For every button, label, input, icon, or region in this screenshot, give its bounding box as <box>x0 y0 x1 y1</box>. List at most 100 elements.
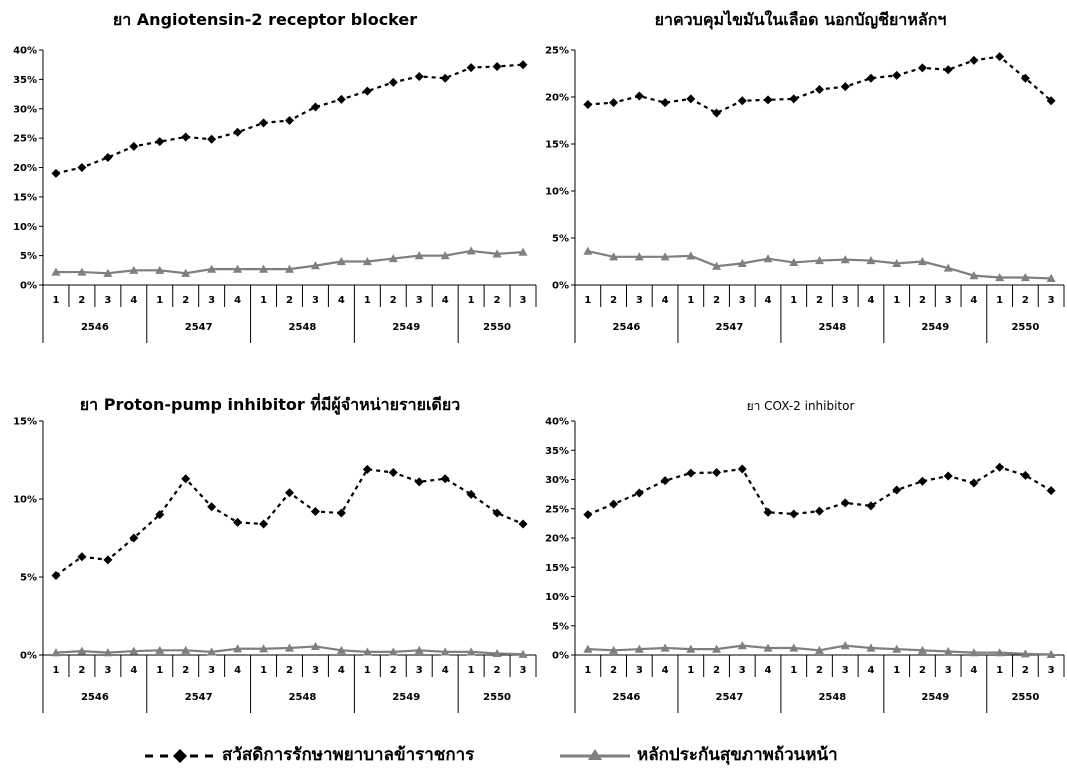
data-point-uc <box>155 265 165 274</box>
data-point-csmbs <box>285 116 294 125</box>
y-tick-label: 5% <box>20 573 37 584</box>
data-point-csmbs <box>440 474 450 484</box>
data-point-uc <box>995 648 1005 657</box>
x-tick-label: 2 <box>390 665 397 676</box>
data-point-uc <box>686 644 696 653</box>
x-tick-label: 2 <box>816 665 823 676</box>
data-point-uc <box>1046 649 1056 659</box>
chart-title-cox2: ยา COX-2 inhibitor <box>746 399 855 413</box>
data-point-uc <box>129 646 139 655</box>
x-tick-label: 4 <box>338 295 345 306</box>
data-point-uc <box>892 258 902 267</box>
data-point-uc <box>362 257 372 266</box>
legend-label-csmbs: สวัสดิการรักษาพยาบาลข้าราชการ <box>222 745 475 765</box>
data-point-uc <box>917 645 927 654</box>
data-point-csmbs <box>129 141 139 151</box>
data-point-csmbs <box>518 60 528 70</box>
data-point-uc <box>207 647 217 656</box>
data-point-uc <box>1020 272 1030 282</box>
data-point-uc <box>103 268 113 277</box>
data-point-uc <box>995 272 1005 282</box>
data-point-uc <box>712 644 722 653</box>
x-tick-label: 1 <box>260 665 267 676</box>
data-point-uc <box>77 646 87 655</box>
x-tick-label: 3 <box>520 295 527 306</box>
x-tick-label: 2 <box>610 295 617 306</box>
data-point-csmbs <box>686 468 696 478</box>
x-tick-label: 2 <box>286 665 293 676</box>
data-point-csmbs <box>583 510 593 520</box>
x-tick-label: 2 <box>78 665 85 676</box>
data-point-uc <box>892 644 902 653</box>
data-point-uc <box>518 649 528 658</box>
x-tick-label: 3 <box>945 295 952 306</box>
data-point-csmbs <box>466 63 476 73</box>
data-point-csmbs <box>1020 73 1030 83</box>
x-tick-label: 4 <box>130 295 137 306</box>
data-point-csmbs <box>77 552 87 562</box>
data-point-csmbs <box>310 102 320 112</box>
y-tick-label: 25% <box>13 134 37 145</box>
x-tick-label: 3 <box>945 665 952 676</box>
data-point-csmbs <box>181 132 191 142</box>
x-tick-label: 4 <box>765 665 772 676</box>
data-point-uc <box>634 644 644 653</box>
data-point-csmbs <box>866 501 876 511</box>
chart-panel: 0% 5% 10% 15% 20% 25% 1 2 3 4 1 2 3 4 1 2 3 4 1 2 3 4 1 2 3 2546 2… <box>545 46 1065 343</box>
data-point-csmbs <box>763 95 773 105</box>
data-point-uc <box>77 267 87 276</box>
data-point-uc <box>660 252 670 261</box>
x-tick-label: 1 <box>790 295 797 306</box>
y-tick-label: 0% <box>20 651 37 662</box>
x-tick-label: 3 <box>416 665 423 676</box>
data-point-csmbs <box>969 478 979 488</box>
x-tick-label: 1 <box>893 665 900 676</box>
legend <box>145 749 630 763</box>
data-point-uc <box>388 254 398 263</box>
data-point-uc <box>840 255 850 264</box>
data-point-csmbs <box>207 134 217 144</box>
x-group-label: 2546 <box>613 322 641 333</box>
x-group-label: 2549 <box>921 322 949 333</box>
x-tick-label: 4 <box>765 295 772 306</box>
y-tick-label: 15% <box>13 417 37 428</box>
x-tick-label: 3 <box>416 295 423 306</box>
x-tick-label: 1 <box>687 665 694 676</box>
data-point-uc <box>634 252 644 261</box>
y-tick-label: 20% <box>545 534 569 545</box>
data-point-uc <box>917 257 927 266</box>
chart-panel: 0% 5% 10% 15% 1 2 3 4 1 2 3 4 1 2 3 4 1 2 3 4 1 2 3 2546 2547 254… <box>13 417 537 713</box>
data-point-csmbs <box>1046 96 1056 106</box>
x-tick-label: 2 <box>610 665 617 676</box>
data-point-csmbs <box>840 82 850 92</box>
data-point-uc <box>737 641 747 650</box>
y-tick-label: 10% <box>545 592 569 603</box>
y-tick-label: 40% <box>13 46 37 57</box>
data-point-uc <box>336 645 346 654</box>
series-line-csmbs <box>55 468 524 577</box>
data-point-csmbs <box>969 55 979 65</box>
data-point-uc <box>866 256 876 265</box>
data-point-uc <box>583 246 593 255</box>
y-tick-label: 0% <box>552 651 569 662</box>
data-point-uc <box>103 648 113 657</box>
x-tick-label: 3 <box>842 295 849 306</box>
y-tick-label: 25% <box>545 46 569 57</box>
data-point-csmbs <box>866 73 876 83</box>
chart-panel: 0% 5% 10% 15% 20% 25% 30% 35% 40% 1 2 3 4 1 2 3 4 1 2 3 4 1 2 3… <box>545 417 1065 713</box>
y-tick-label: 15% <box>545 140 569 151</box>
data-point-csmbs <box>995 52 1005 62</box>
x-tick-label: 2 <box>78 295 85 306</box>
x-group-label: 2550 <box>1011 692 1039 703</box>
data-point-uc <box>51 648 61 657</box>
x-tick-label: 2 <box>713 295 720 306</box>
y-tick-label: 0% <box>552 281 569 292</box>
data-point-csmbs <box>892 70 902 80</box>
data-point-csmbs <box>155 137 165 147</box>
data-point-uc <box>969 271 979 280</box>
data-point-csmbs <box>1046 486 1056 496</box>
data-point-csmbs <box>943 65 953 75</box>
data-point-uc <box>609 645 619 654</box>
data-point-csmbs <box>155 510 165 520</box>
x-tick-label: 4 <box>662 295 669 306</box>
